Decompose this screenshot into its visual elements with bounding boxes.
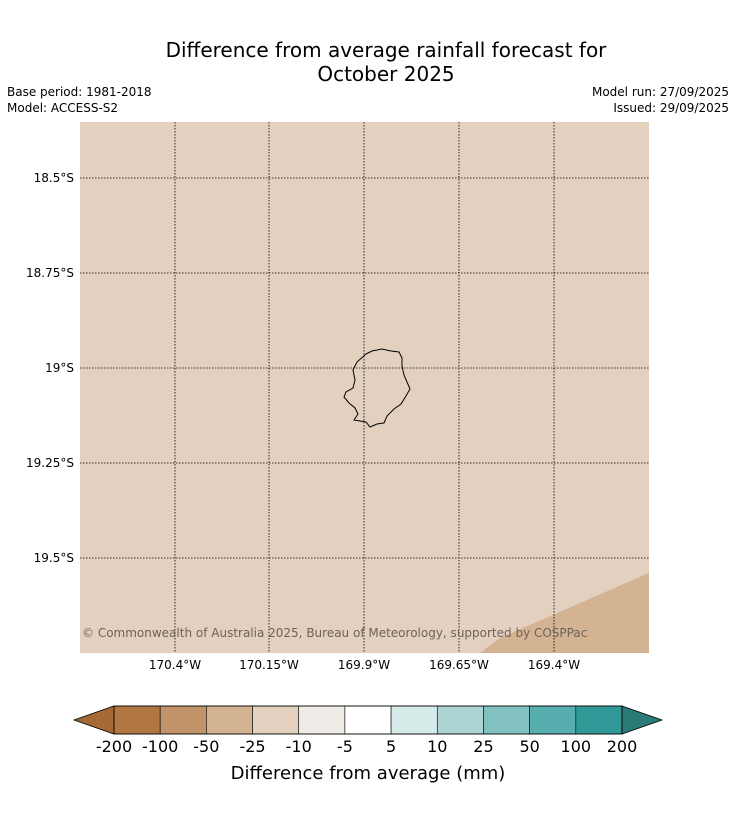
- lon-label: 169.9°W: [338, 658, 390, 672]
- colorbar-tick-label: -50: [193, 737, 219, 756]
- colorbar-tick-label: -200: [96, 737, 132, 756]
- colorbar-low-extend: [72, 705, 115, 735]
- lat-label: 18.75°S: [26, 266, 74, 280]
- colorbar-tick-label: -10: [286, 737, 312, 756]
- colorbar-tick-label: 10: [427, 737, 447, 756]
- issued-date: Issued: 29/09/2025: [613, 101, 729, 115]
- model-run: Model run: 27/09/2025: [591, 85, 729, 99]
- colorbar-tick-label: 5: [386, 737, 396, 756]
- colorbar-swatch: [159, 705, 207, 735]
- graticule: [80, 122, 649, 653]
- colorbar-outline: [113, 705, 623, 735]
- map-panel: 18.5°S 18.75°S 19°S 19.25°S 19.5°S 170.4…: [26, 122, 649, 672]
- copyright-notice: © Commonwealth of Australia 2025, Bureau…: [82, 626, 587, 640]
- lon-label: 169.65°W: [429, 658, 489, 672]
- model-name: Model: ACCESS-S2: [7, 101, 119, 115]
- map-title: Difference from average rainfall forecas…: [0, 38, 736, 86]
- meta-left: Base period: 1981-2018 Model: ACCESS-S2: [7, 84, 152, 116]
- lon-label: 169.4°W: [528, 658, 580, 672]
- lon-label: 170.4°W: [149, 658, 201, 672]
- meta-right: Model run: 27/09/2025 Issued: 29/09/2025: [592, 84, 729, 116]
- colorbar-tick-label: -5: [337, 737, 353, 756]
- lon-label: 170.15°W: [239, 658, 299, 672]
- lat-label: 18.5°S: [34, 171, 74, 185]
- colorbar-label: Difference from average (mm): [231, 763, 506, 784]
- colorbar-swatch: [483, 705, 530, 735]
- colorbar-tick-label: 25: [473, 737, 493, 756]
- colorbar-swatch: [206, 705, 253, 735]
- colorbar-swatch: [252, 705, 300, 735]
- base-period: Base period: 1981-2018: [7, 85, 152, 99]
- colorbar-swatch: [575, 705, 623, 735]
- drier-area-fill: [480, 573, 649, 653]
- lat-label: 19.5°S: [34, 551, 74, 565]
- colorbar: -200 -100 -50 -25 -10 -5 5 10 25 50 100 200 Differe…: [72, 705, 664, 784]
- title-line-1: Difference from average rainfall forecas…: [165, 38, 607, 62]
- title-line-2: October 2025: [317, 62, 455, 86]
- colorbar-tick-label: -100: [142, 737, 178, 756]
- colorbar-swatch: [298, 705, 346, 735]
- colorbar-swatch: [113, 705, 161, 735]
- lat-label: 19.25°S: [26, 456, 74, 470]
- island-coastline: [343, 348, 411, 428]
- colorbar-swatch: [344, 705, 392, 735]
- lat-label: 19°S: [45, 361, 74, 375]
- colorbar-tick-label: 100: [561, 737, 592, 756]
- colorbar-tick-label: 200: [607, 737, 638, 756]
- map-background: [80, 122, 649, 653]
- colorbar-tick-label: 50: [519, 737, 539, 756]
- colorbar-swatch: [390, 705, 438, 735]
- colorbar-high-extend: [621, 705, 664, 735]
- colorbar-swatch: [436, 705, 484, 735]
- colorbar-swatch: [529, 705, 577, 735]
- colorbar-tick-label: -25: [239, 737, 265, 756]
